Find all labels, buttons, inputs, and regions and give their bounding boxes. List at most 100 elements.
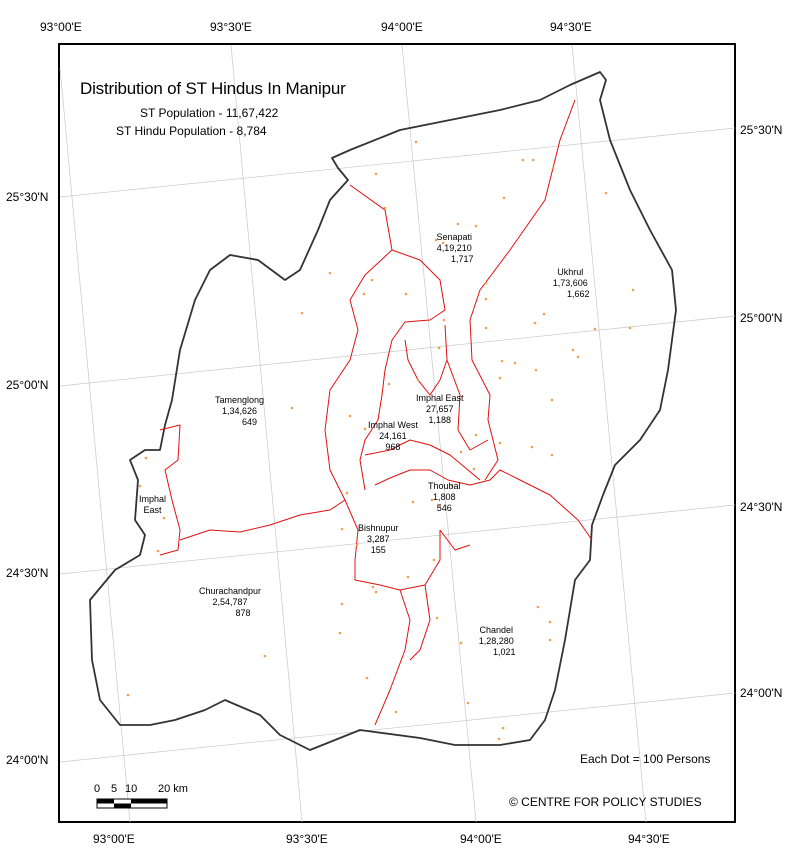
left-latitude-label: 25°00'N [6, 378, 49, 392]
population-dot [411, 500, 415, 504]
scale-bar [96, 798, 168, 809]
population-dot [521, 158, 525, 162]
population-dot [531, 158, 535, 162]
population-dot [501, 726, 505, 730]
population-dot [162, 516, 166, 520]
district-population: 27,657 [426, 404, 454, 414]
scale-label: 5 [111, 783, 118, 795]
population-dot [138, 484, 142, 488]
population-dot [502, 196, 506, 200]
population-dot [484, 326, 488, 330]
district-name: Ukhrul [557, 267, 584, 277]
population-dot [550, 453, 554, 457]
population-dot [355, 543, 359, 547]
population-dot [497, 737, 501, 741]
population-dot [290, 406, 294, 410]
district-label-chandel: Chandel 1,28,280 1,021 [477, 625, 516, 658]
thoubal-boundary [374, 469, 593, 551]
left-latitude-label: 24°30'N [6, 566, 49, 580]
district-hindus: 878 [235, 608, 251, 618]
district-name: Tamenglong [215, 395, 265, 405]
district-label-churachandpur: Churachandpur 2,54,787 878 [199, 586, 261, 619]
population-dot [571, 348, 575, 352]
population-dot [513, 361, 517, 365]
bottom-longitude-label: 93°30'E [286, 832, 328, 846]
population-dot [434, 238, 438, 242]
district-hindus: 1,662 [567, 289, 590, 299]
population-dot [328, 271, 332, 275]
population-dot [365, 676, 369, 680]
population-dot [156, 549, 160, 553]
population-dot [430, 498, 434, 502]
left-latitude-label: 25°30'N [6, 190, 49, 204]
st-hindu-population-subtitle: ST Hindu Population - 8,784 [116, 124, 267, 138]
population-dot [474, 224, 478, 228]
population-dot [338, 631, 342, 635]
district-hindus: 1,717 [451, 254, 474, 264]
graticule-line [59, 315, 736, 387]
chandel-boundary [399, 530, 441, 661]
population-dot [441, 241, 445, 245]
population-dot [374, 590, 378, 594]
imphal-west-boundary [364, 439, 481, 481]
district-label-bishnupur: Bishnupur 3,287 155 [358, 523, 399, 556]
population-dot [263, 654, 267, 658]
scale-label: 20 km [158, 783, 188, 795]
population-dot [628, 326, 632, 330]
right-latitude-label: 24°30'N [740, 500, 783, 514]
population-dot [548, 620, 552, 624]
district-hindus: 1,188 [428, 415, 452, 425]
population-dot [374, 172, 378, 176]
left-latitude-label: 24°00'N [6, 753, 49, 767]
population-dot [438, 504, 442, 508]
district-label-imphal-west: Imphal West 24,161 968 [368, 420, 418, 453]
district-name: Thoubal [428, 481, 461, 491]
district-boundaries [159, 99, 593, 726]
population-dot [484, 281, 488, 285]
top-longitude-label: 93°00'E [40, 20, 82, 34]
district-population: 2,54,787 [212, 597, 248, 607]
district-label-imphal-east: Imphal East 27,657 1,188 [416, 393, 464, 426]
senapati-ukhrul-boundary [469, 99, 576, 481]
population-dot [363, 427, 367, 431]
population-dot [442, 318, 446, 322]
district-population: 3,287 [367, 534, 390, 544]
district-hindus: 546 [436, 503, 452, 513]
population-dot [551, 166, 555, 170]
scale-bar-segment [97, 799, 114, 804]
graticule [59, 44, 736, 823]
scale-label: 0 [94, 783, 101, 795]
scale-bar-segment [131, 799, 167, 804]
district-hindus: 155 [370, 545, 386, 555]
district-hindus: 1,021 [493, 647, 516, 657]
right-latitude-label: 25°30'N [740, 123, 783, 137]
west-imphal-east-boundary [159, 424, 181, 556]
senapati-tamenglong-boundary [324, 184, 393, 501]
population-dot [383, 206, 387, 210]
map-title: Distribution of ST Hindus In Manipur [80, 79, 346, 98]
population-dot [631, 288, 635, 292]
population-dot [394, 710, 398, 714]
population-dot [498, 441, 502, 445]
graticule-line [571, 44, 647, 823]
district-name: Bishnupur [358, 523, 399, 533]
bottom-longitude-label: 93°00'E [93, 832, 135, 846]
population-dot [459, 641, 463, 645]
top-longitude-label: 93°30'E [210, 20, 252, 34]
district-name: Senapati [436, 232, 473, 242]
population-dot [435, 616, 439, 620]
population-dot [144, 456, 148, 460]
district-hindus: 649 [242, 417, 258, 427]
right-latitude-label: 24°00'N [740, 686, 783, 700]
district-label-senapati: Senapati 4,19,210 1,717 [435, 232, 474, 265]
population-dots [126, 140, 635, 741]
district-population: 1,808 [433, 492, 456, 502]
population-dot [484, 297, 488, 301]
population-dot [404, 292, 408, 296]
population-dot [576, 355, 580, 359]
population-dot [536, 605, 540, 609]
scale-bar-segment [114, 803, 131, 808]
graticule-line [59, 504, 736, 575]
district-name: Chandel [479, 625, 514, 635]
district-hindus: 968 [385, 442, 401, 452]
